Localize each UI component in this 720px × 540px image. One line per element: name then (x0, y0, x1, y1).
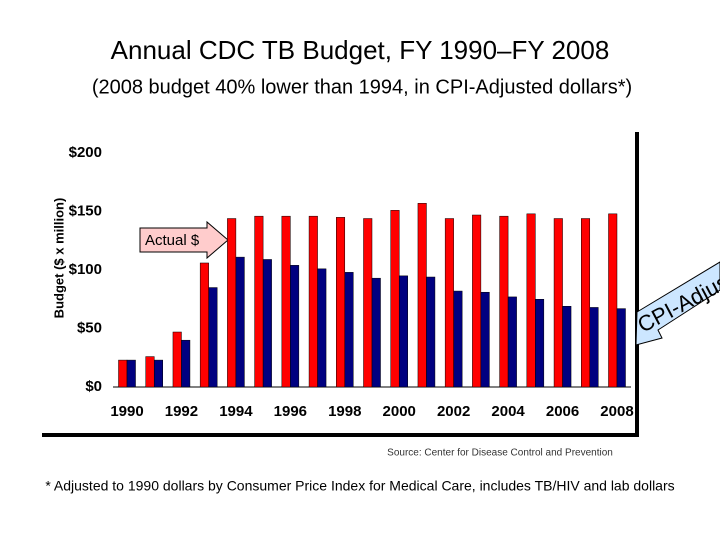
bar (453, 290, 463, 388)
bar (308, 215, 318, 388)
series-label: Actual $ (145, 232, 200, 249)
bar (562, 306, 572, 388)
x-tick-label: 1990 (110, 403, 143, 420)
bar (444, 218, 454, 388)
chart-subtitle: (2008 budget 40% lower than 1994, in CPI… (92, 76, 632, 98)
bar (145, 356, 155, 388)
bar (417, 203, 427, 388)
x-tick-label: 1996 (274, 403, 307, 420)
bar (363, 218, 373, 388)
series-label: CPI-Adjusted (633, 255, 720, 338)
bar (589, 307, 599, 388)
bar (208, 287, 218, 388)
bar (535, 299, 545, 388)
bar (426, 276, 436, 388)
x-tick-label: 2008 (600, 403, 633, 420)
bar (398, 275, 408, 388)
callout-arrow (635, 261, 720, 346)
y-tick-label: $0 (85, 378, 102, 395)
bar (336, 217, 346, 388)
bar (553, 218, 563, 388)
bar (507, 296, 517, 388)
chart-title: Annual CDC TB Budget, FY 1990–FY 2008 (111, 35, 610, 65)
callout-arrow (139, 220, 229, 260)
bar (181, 339, 191, 388)
bar (472, 214, 482, 388)
bar (254, 215, 264, 388)
x-tick-label: 2000 (383, 403, 416, 420)
footnote: * Adjusted to 1990 dollars by Consumer P… (45, 478, 674, 494)
x-tick-label: 1994 (219, 403, 253, 420)
bar (118, 359, 128, 388)
bar (199, 262, 209, 388)
bar (526, 213, 536, 388)
y-tick-label: $150 (69, 202, 102, 219)
bar (371, 277, 381, 388)
bar (344, 272, 354, 388)
bar (317, 268, 327, 388)
x-tick-label: 1992 (165, 403, 198, 420)
bar (290, 265, 300, 388)
bar (227, 218, 237, 388)
bar (235, 256, 245, 388)
x-tick-label: 2006 (546, 403, 579, 420)
bar (390, 210, 400, 388)
bar (581, 218, 591, 388)
source-note: Source: Center for Disease Control and P… (387, 448, 613, 459)
x-tick-label: 2004 (491, 403, 525, 420)
y-tick-label: $100 (69, 261, 102, 278)
x-tick-label: 2002 (437, 403, 470, 420)
y-axis-label: Budget ($ x million) (51, 198, 66, 319)
bar (616, 308, 626, 388)
x-tick-label: 1998 (328, 403, 361, 420)
bar (172, 331, 182, 388)
bar (499, 215, 509, 388)
bar (126, 359, 136, 388)
bar (153, 359, 163, 388)
y-tick-label: $50 (77, 319, 102, 336)
bar (281, 215, 291, 388)
bar (608, 213, 618, 388)
y-tick-label: $200 (69, 144, 102, 161)
bar (480, 291, 490, 388)
bar (262, 259, 272, 388)
